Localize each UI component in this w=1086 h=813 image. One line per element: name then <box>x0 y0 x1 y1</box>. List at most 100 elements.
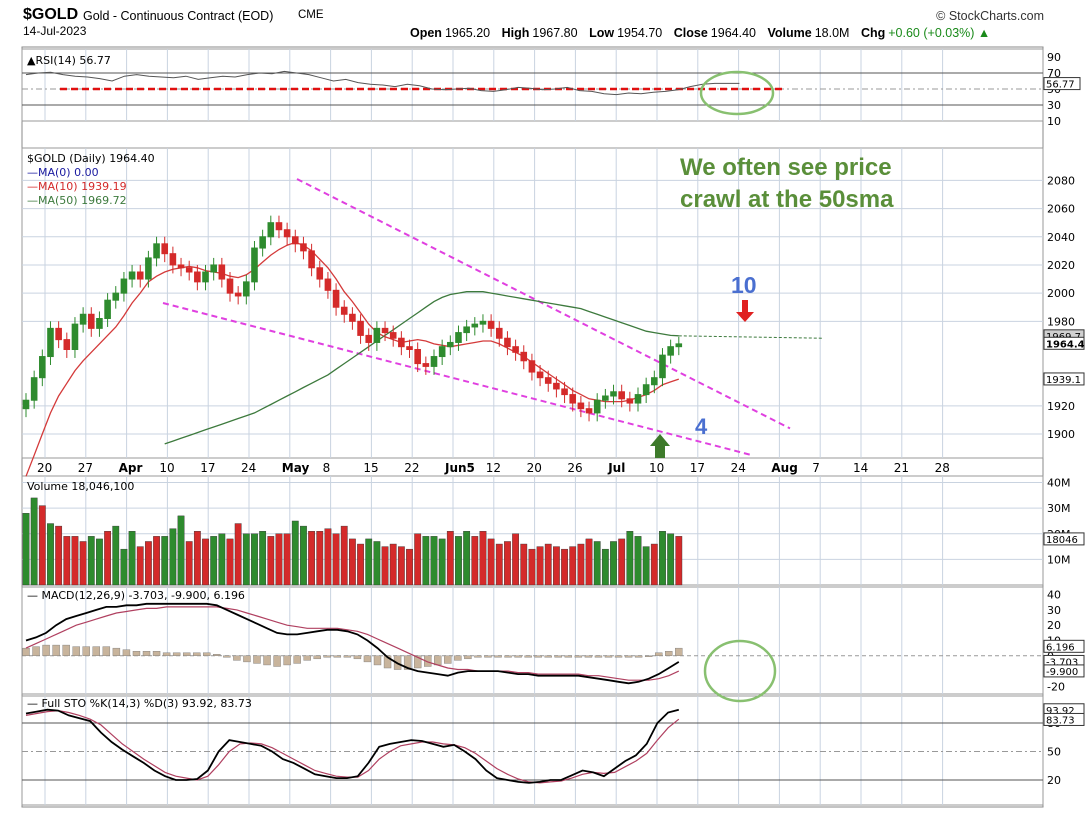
price-legend: $GOLD (Daily) 1964.40 <box>27 152 155 165</box>
pane-sto <box>21 695 1044 806</box>
candle-body <box>218 264 226 280</box>
candle-body <box>243 281 250 297</box>
volume-bar <box>275 533 283 586</box>
candle-body <box>267 222 275 238</box>
macd-histogram-bar <box>494 655 502 658</box>
macd-histogram-bar <box>243 655 251 663</box>
volume-bar <box>120 548 128 586</box>
volume-bar <box>259 531 267 586</box>
rsi-highlight-circle <box>699 70 775 116</box>
ma50-projection <box>678 335 823 339</box>
price-last-box <box>1043 336 1085 350</box>
macd-histogram-bar <box>193 652 201 656</box>
macd-histogram-bar <box>554 655 562 658</box>
rsi-last-label: 56.77 <box>1046 80 1075 91</box>
candle-body <box>651 377 658 386</box>
candle-body <box>365 334 373 343</box>
macd-histogram-bar <box>62 644 70 656</box>
volume-bar <box>561 548 568 586</box>
volume-bar <box>332 533 340 586</box>
volume-bar <box>242 533 250 586</box>
volume-last-label: 18046 <box>1046 535 1078 546</box>
pane-macd <box>21 586 1044 695</box>
candle-body <box>357 320 364 336</box>
price-ytick-label: 1980 <box>1047 315 1075 328</box>
macd-histogram-bar <box>303 655 311 661</box>
candle-body <box>202 271 209 283</box>
macd-histogram-bar <box>112 647 121 656</box>
macd-histogram-bar <box>363 655 372 663</box>
macd-histogram-bar <box>313 655 321 660</box>
macd-histogram-bar <box>293 655 301 664</box>
volume-bar <box>479 531 487 586</box>
macd-histogram-bar <box>152 651 161 656</box>
macd-histogram-bar <box>484 655 492 658</box>
macd-histogram-bar <box>403 655 412 670</box>
macd-histogram-bar <box>444 655 452 664</box>
sto-ytick-label: 20 <box>1047 774 1061 787</box>
volume-bar <box>104 531 112 586</box>
price-xtick-label: 17 <box>690 461 705 475</box>
macd-histogram-bar <box>464 655 472 660</box>
candle-body <box>528 360 536 373</box>
volume-bar <box>22 513 30 586</box>
volume-bar <box>210 536 218 586</box>
volume-bar <box>455 536 462 586</box>
macd-histogram-bar <box>203 652 211 656</box>
candle-body <box>316 267 324 280</box>
macd-histogram-bar <box>283 655 291 666</box>
candle-body <box>259 236 266 249</box>
candle-body <box>71 323 79 350</box>
price-right-label: 1964.4 <box>1046 339 1085 350</box>
macd-histogram-bar <box>263 655 271 666</box>
macd-histogram-bar <box>182 652 191 656</box>
candle-body <box>291 236 299 245</box>
price-ytick-label: 2000 <box>1047 287 1075 300</box>
candle-body <box>659 354 666 379</box>
candle-body <box>87 313 95 329</box>
volume-bar <box>267 536 275 586</box>
volume-bar <box>675 536 683 586</box>
macd-histogram-bar <box>102 646 111 656</box>
volume-legend: Volume 18,046,100 <box>27 480 134 493</box>
price-xtick-label: 21 <box>894 461 909 475</box>
macd-histogram-bar <box>655 652 663 656</box>
symbol-description: Gold - Continuous Contract (EOD) <box>83 9 274 23</box>
macd-legend: — MACD(12,26,9) -3.703, -9.900, 6.196 <box>27 589 245 602</box>
down-arrow-icon <box>736 300 754 322</box>
chart-date: 14-Jul-2023 <box>23 24 87 38</box>
price-xtick-label: 10 <box>649 461 664 475</box>
macd-histogram-bar <box>172 652 181 656</box>
volume-bar <box>112 525 120 586</box>
volume-bar <box>218 533 226 586</box>
macd-histogram-bar <box>223 655 231 658</box>
volume-bar <box>618 538 626 586</box>
brand-label[interactable]: © StockCharts.com <box>936 9 1044 23</box>
candle-body <box>561 388 568 396</box>
price-xtick-label: Aug <box>771 461 797 475</box>
candle-body <box>495 327 503 339</box>
volume-bar <box>71 536 79 586</box>
volume-bar <box>324 528 332 586</box>
macd-histogram-bar <box>544 655 552 658</box>
open-label: Open <box>410 26 442 40</box>
macd-signal-line <box>25 606 680 681</box>
candle-body <box>120 278 128 294</box>
low-label: Low <box>589 26 615 40</box>
volume-bar <box>463 531 471 586</box>
price-xtick-label: 8 <box>323 461 331 475</box>
volume-bar <box>430 536 438 586</box>
volume-bar <box>553 546 560 586</box>
volume-bar <box>667 533 675 586</box>
candle-body <box>96 318 103 329</box>
volume-bar <box>414 533 422 586</box>
candle-body <box>585 408 593 414</box>
macd-histogram-bar <box>504 655 512 658</box>
volume-bar <box>438 538 446 586</box>
up-arrow-icon: ▲ <box>974 26 991 40</box>
price-xtick-label: 22 <box>404 461 419 475</box>
ma50-line <box>164 291 679 445</box>
macd-highlight-circle <box>703 639 777 703</box>
macd-histogram-bar <box>353 655 362 660</box>
ma0-legend: —MA(0) 0.00 <box>27 166 99 179</box>
